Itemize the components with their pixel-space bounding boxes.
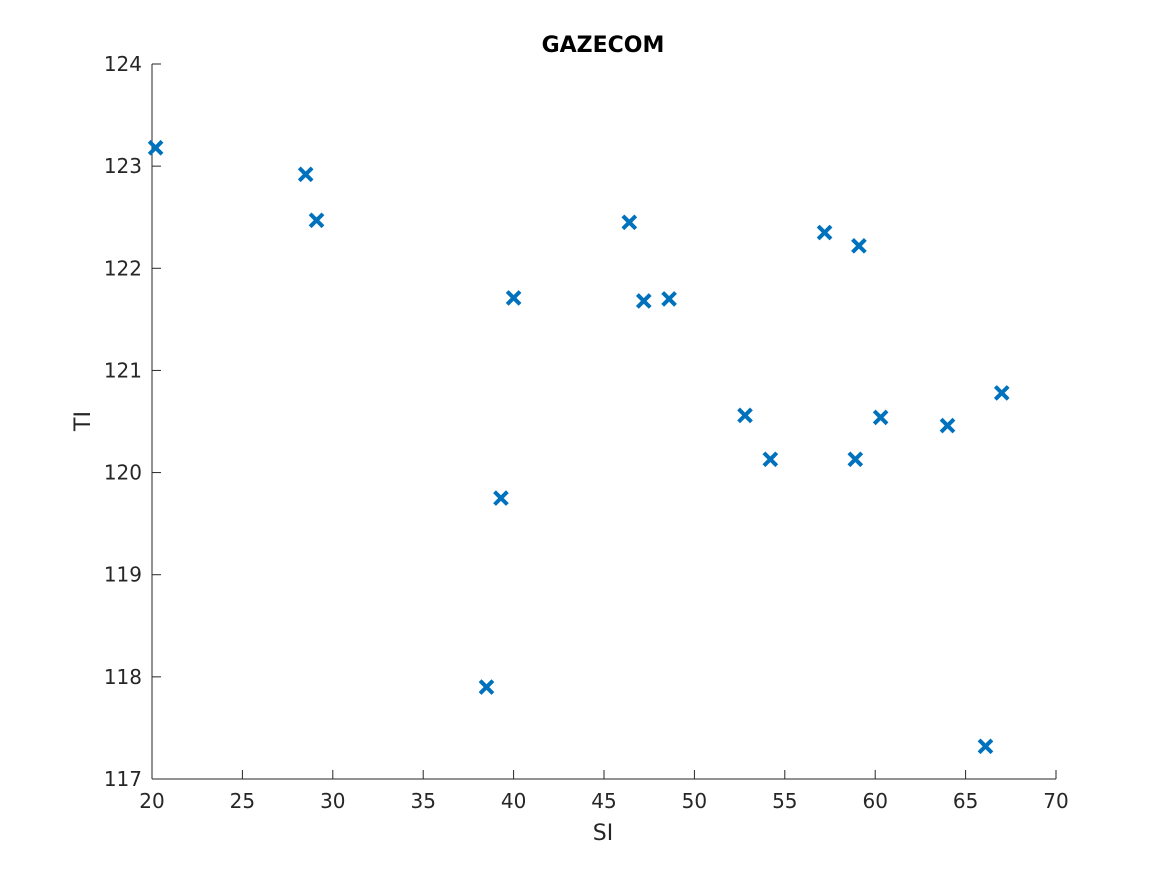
y-tick-label: 124 [104, 52, 142, 76]
data-point [816, 224, 833, 241]
marker-stroke [621, 214, 638, 231]
marker-stroke [505, 290, 522, 306]
data-point [847, 451, 864, 468]
x-tick-label: 55 [772, 789, 797, 813]
marker-stroke [851, 237, 867, 254]
y-axis-title: TI [71, 411, 96, 432]
x-tick-label: 60 [862, 789, 887, 813]
data-point [851, 237, 867, 254]
marker-stroke [872, 409, 889, 426]
y-tick-label: 117 [104, 767, 142, 791]
x-tick-label: 70 [1043, 789, 1068, 813]
data-point [493, 490, 509, 506]
marker-stroke [661, 291, 677, 307]
marker-stroke [147, 139, 164, 156]
x-tick-label: 20 [139, 789, 164, 813]
x-tick-label: 35 [410, 789, 435, 813]
marker-stroke [939, 417, 956, 434]
marker-stroke [816, 224, 833, 241]
x-tick-label: 40 [501, 789, 526, 813]
marker-stroke [737, 407, 753, 424]
data-point [621, 214, 638, 231]
marker-stroke [762, 451, 779, 468]
marker-stroke [297, 166, 314, 183]
data-point [737, 407, 753, 424]
data-point [993, 385, 1010, 401]
x-tick-label: 25 [230, 789, 255, 813]
data-point [505, 290, 522, 306]
x-tick-label: 50 [682, 789, 707, 813]
y-tick-label: 121 [104, 358, 142, 382]
marker-stroke [493, 490, 509, 506]
y-tick-label: 120 [104, 461, 142, 485]
data-point [977, 738, 994, 755]
x-tick-label: 30 [320, 789, 345, 813]
marker-stroke [308, 212, 325, 229]
x-axis-title: SI [593, 821, 613, 846]
data-point [872, 409, 889, 426]
chart-title: GAZECOM [542, 33, 665, 58]
x-tick-label: 65 [953, 789, 978, 813]
x-tick-label: 45 [591, 789, 616, 813]
y-tick-label: 122 [104, 256, 142, 280]
marker-stroke [635, 293, 652, 309]
y-tick-label: 118 [104, 665, 142, 689]
data-point [939, 417, 956, 434]
data-point [635, 293, 652, 309]
data-point [297, 166, 314, 183]
data-point [661, 291, 677, 307]
data-point [478, 679, 495, 695]
marker-stroke [478, 679, 495, 695]
data-point [308, 212, 325, 229]
data-point [762, 451, 779, 468]
marker-stroke [847, 451, 864, 468]
y-tick-label: 119 [104, 563, 142, 587]
y-tick-label: 123 [104, 154, 142, 178]
data-points [147, 139, 1010, 755]
data-point [147, 139, 164, 156]
marker-stroke [977, 738, 994, 755]
marker-stroke [993, 385, 1010, 401]
axes: 20 25 30 35 40 45 50 55 60 65 70 117 118 119 120 121 122… [104, 52, 1069, 813]
